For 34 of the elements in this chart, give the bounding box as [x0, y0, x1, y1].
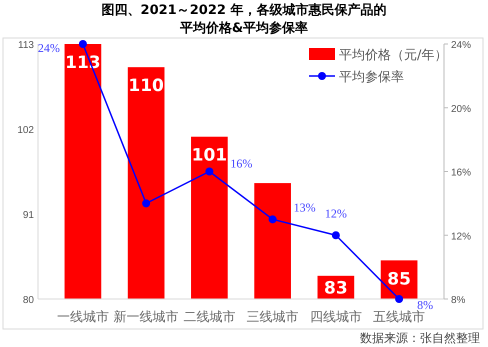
point: [205, 168, 214, 176]
y2-tick-label: 8%: [451, 295, 466, 306]
point: [268, 215, 277, 224]
x-tick-label: 四线城市: [310, 310, 362, 325]
data-label: 110: [128, 76, 164, 96]
data-label: 24%: [38, 41, 60, 55]
y2-tick-label: 20%: [451, 104, 472, 115]
y2-tick-label: 12%: [451, 231, 472, 242]
y-tick-label: 102: [17, 125, 34, 136]
data-label: 12%: [324, 206, 347, 220]
y-tick-label: 113: [18, 40, 34, 51]
x-tick-label: 新一线城市: [114, 310, 179, 325]
data-label: 85: [387, 269, 411, 290]
point: [395, 295, 404, 303]
x-tick-label: 三线城市: [246, 310, 299, 325]
y-tick-label: 91: [22, 210, 34, 221]
data-label: 8%: [417, 298, 434, 312]
y2-tick-label: 24%: [451, 40, 472, 51]
x-tick-label: 二线城市: [183, 310, 236, 325]
legend-label: 平均价格（元/年）: [339, 48, 448, 63]
chart-title: 图四、2021～2022 年，各级城市惠民保产品的平均价格&平均参保率: [102, 2, 386, 36]
y2-tick-label: 16%: [451, 168, 472, 178]
point: [142, 199, 150, 208]
source-note: 数据来源：张自然整理: [360, 331, 480, 345]
point: [332, 231, 340, 240]
x-tick-label: 一线城市: [56, 310, 109, 325]
legend-label: 平均参保率: [339, 69, 404, 85]
data-label: 83: [324, 278, 348, 298]
y-tick-label: 80: [22, 295, 34, 306]
x-tick-label: 五线城市: [373, 310, 426, 325]
data-label: 13%: [294, 200, 316, 214]
point: [78, 40, 87, 48]
data-label: 101: [192, 146, 228, 166]
data-label: 16%: [230, 156, 252, 170]
